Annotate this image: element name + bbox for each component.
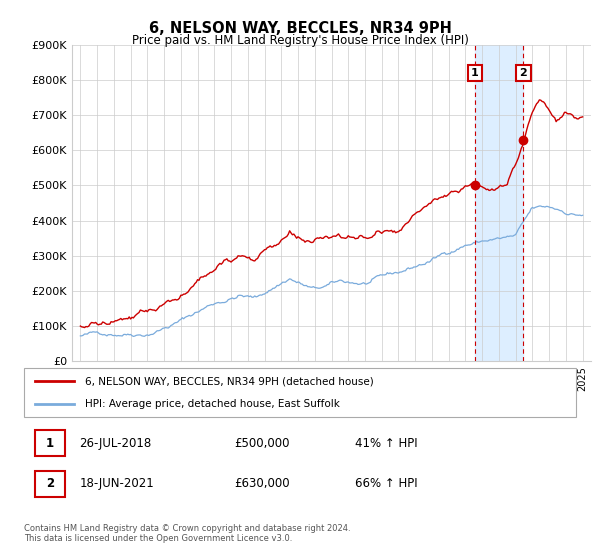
Text: 2: 2: [46, 477, 54, 490]
FancyBboxPatch shape: [35, 471, 65, 497]
Text: 6, NELSON WAY, BECCLES, NR34 9PH: 6, NELSON WAY, BECCLES, NR34 9PH: [149, 21, 451, 36]
Bar: [475, 45, 523, 361]
FancyBboxPatch shape: [35, 430, 65, 456]
Text: 18-JUN-2021: 18-JUN-2021: [79, 477, 154, 490]
Text: 1: 1: [46, 437, 54, 450]
Text: 26-JUL-2018: 26-JUL-2018: [79, 437, 151, 450]
Text: 6, NELSON WAY, BECCLES, NR34 9PH (detached house): 6, NELSON WAY, BECCLES, NR34 9PH (detach…: [85, 376, 373, 386]
FancyBboxPatch shape: [24, 368, 576, 417]
Text: 2: 2: [520, 68, 527, 78]
Text: £500,000: £500,000: [234, 437, 289, 450]
Text: 41% ↑ HPI: 41% ↑ HPI: [355, 437, 418, 450]
Text: £630,000: £630,000: [234, 477, 289, 490]
Text: HPI: Average price, detached house, East Suffolk: HPI: Average price, detached house, East…: [85, 399, 340, 409]
Text: 66% ↑ HPI: 66% ↑ HPI: [355, 477, 418, 490]
Text: Price paid vs. HM Land Registry's House Price Index (HPI): Price paid vs. HM Land Registry's House …: [131, 34, 469, 46]
Text: 1: 1: [471, 68, 479, 78]
Text: Contains HM Land Registry data © Crown copyright and database right 2024.
This d: Contains HM Land Registry data © Crown c…: [24, 524, 350, 543]
